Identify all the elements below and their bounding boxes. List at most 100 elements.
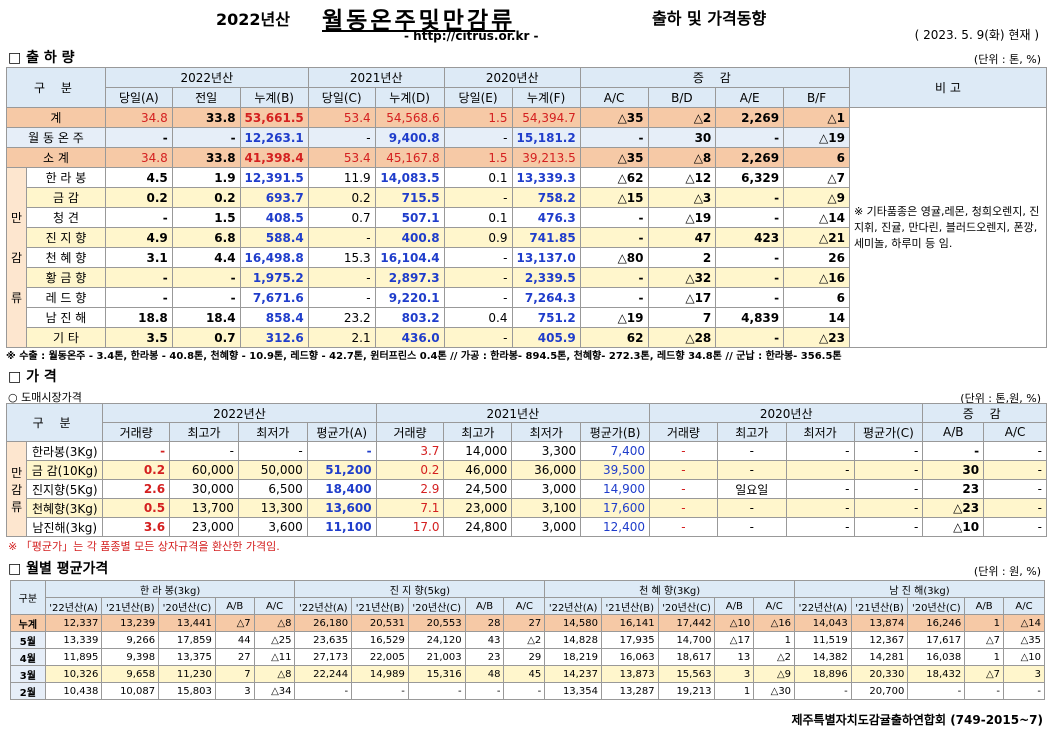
shipment-cell: 16,498.8: [239, 247, 309, 268]
monthly-cell: 22,244: [294, 665, 353, 683]
shipment-cell: △62: [579, 167, 649, 188]
price-cell: 23,000: [169, 517, 239, 537]
price-cell: 46,000: [443, 460, 513, 480]
shipment-cell: 758.2: [511, 187, 581, 208]
shipment-cell: 26: [783, 247, 850, 268]
price-cell: -: [983, 517, 1047, 537]
price-subcol: 평균가(A): [306, 422, 377, 442]
shipment-cell: △23: [783, 327, 850, 348]
price-cell: 7,400: [580, 441, 650, 461]
shipment-cell: 2,897.3: [374, 267, 445, 288]
price-cell: 3,300: [511, 441, 582, 461]
shipment-cell: 2,269: [715, 147, 785, 168]
shipment-cell: 33.8: [171, 107, 241, 128]
shipment-cell: -: [171, 127, 241, 148]
price-subcol: 최고가: [169, 422, 239, 442]
monthly-subcol: A/B: [964, 597, 1004, 615]
monthly-subcol: '20년산(C): [907, 597, 966, 615]
monthly-cell: 3: [1003, 665, 1045, 683]
monthly-cell: 12,337: [44, 614, 103, 632]
price-cell: 3,000: [511, 479, 582, 499]
price-cell: 13,700: [169, 498, 239, 518]
price-row: 천혜향(3Kg) 0.5 13,700 13,300 13,600 7.1 23,000 3,…: [6, 498, 1047, 518]
shipment-cell: -: [104, 267, 173, 288]
shipment-row-label: 금 감: [26, 187, 106, 208]
shipment-cell: △1: [783, 107, 850, 128]
price-cell: -: [785, 517, 855, 537]
shipment-cell: 0.4: [443, 307, 513, 328]
monthly-cell: 23,635: [294, 631, 353, 649]
col-gubun: 구 분: [6, 67, 106, 108]
price-row: 금 감(10Kg) 0.2 60,000 50,000 51,200 0.2 46,000 3…: [6, 460, 1047, 480]
shipment-cell: 0.7: [307, 207, 376, 228]
monthly-subcol: A/B: [214, 597, 255, 615]
section-monthly-title: □ 월별 평균가격: [8, 561, 109, 577]
monthly-cell: △7: [214, 614, 255, 632]
monthly-cell: 18,617: [657, 648, 716, 666]
monthly-cell: 14,700: [657, 631, 716, 649]
shipment-subcol: B/F: [783, 87, 850, 108]
monthly-row-label: 5월: [10, 631, 46, 649]
shipment-cell: 34.8: [104, 147, 173, 168]
price-cell: -: [853, 479, 924, 499]
shipment-cell: 0.2: [104, 187, 173, 208]
page-subtitle: 출하 및 가격동향: [652, 9, 767, 28]
monthly-cell: 14,828: [544, 631, 602, 649]
monthly-cell: 24,120: [407, 631, 466, 649]
header: 2022년산 월동온주및만감류 출하 및 가격동향 - http://citru…: [0, 0, 1053, 48]
shipment-cell: 588.4: [239, 227, 309, 248]
shipment-cell: 9,400.8: [374, 127, 445, 148]
shipment-cell: -: [443, 267, 513, 288]
price-cell: 24,500: [443, 479, 513, 499]
shipment-row-label: 천 혜 향: [26, 247, 106, 268]
monthly-cell: 10,326: [44, 665, 103, 683]
shipment-cell: 23.2: [307, 307, 376, 328]
shipment-cell: -: [443, 247, 513, 268]
shipment-cell: △28: [647, 327, 717, 348]
monthly-group-hallabong: 한 라 봉(3kg): [44, 580, 296, 598]
shipment-cell: 1,975.2: [239, 267, 309, 288]
monthly-cell: 12,367: [850, 631, 909, 649]
price-cell: -: [648, 517, 718, 537]
monthly-cell: 45: [503, 665, 546, 683]
shipment-cell: 47: [647, 227, 717, 248]
price-subcol: 최고가: [716, 422, 787, 442]
section-monthly-unit: (단위 : 원, %): [973, 565, 1041, 578]
monthly-cell: 14,989: [351, 665, 409, 683]
monthly-subcol: A/B: [714, 597, 755, 615]
shipment-cell: -: [579, 207, 649, 228]
shipment-row-label: 소 계: [6, 147, 106, 168]
monthly-cell: -: [351, 682, 409, 700]
shipment-cell: 54,568.6: [374, 107, 445, 128]
shipment-cell: -: [307, 287, 376, 308]
monthly-row-label: 누계: [10, 614, 46, 632]
shipment-cell: -: [104, 207, 173, 228]
price-cell: -: [306, 441, 377, 461]
price-cell: -: [716, 460, 787, 480]
shipment-cell: △7: [783, 167, 850, 188]
monthly-cell: 20,330: [850, 665, 909, 683]
price-cell: 6,500: [237, 479, 308, 499]
price-cell: 24,800: [443, 517, 513, 537]
shipment-subcol: 당일(C): [307, 87, 376, 108]
shipment-cell: 41,398.4: [239, 147, 309, 168]
monthly-cell: 13,375: [158, 648, 216, 666]
shipment-cell: -: [715, 327, 785, 348]
price-cell: -: [785, 441, 855, 461]
shipment-cell: 2,339.5: [511, 267, 581, 288]
monthly-col-gubun: 구분: [10, 580, 46, 615]
monthly-cell: △35: [1003, 631, 1045, 649]
monthly-cell: 17,617: [907, 631, 966, 649]
price-cell: 36,000: [511, 460, 582, 480]
monthly-cell: 14,281: [850, 648, 909, 666]
shipment-cell: -: [443, 327, 513, 348]
monthly-cell: 14,043: [794, 614, 852, 632]
price-cell: -: [853, 517, 924, 537]
monthly-cell: 3: [714, 665, 755, 683]
monthly-cell: 9,266: [101, 631, 160, 649]
shipment-cell: 18.8: [104, 307, 173, 328]
monthly-cell: 9,398: [101, 648, 160, 666]
shipment-cell: -: [715, 187, 785, 208]
shipment-cell: -: [443, 127, 513, 148]
shipment-row-label: 기 타: [26, 327, 106, 348]
